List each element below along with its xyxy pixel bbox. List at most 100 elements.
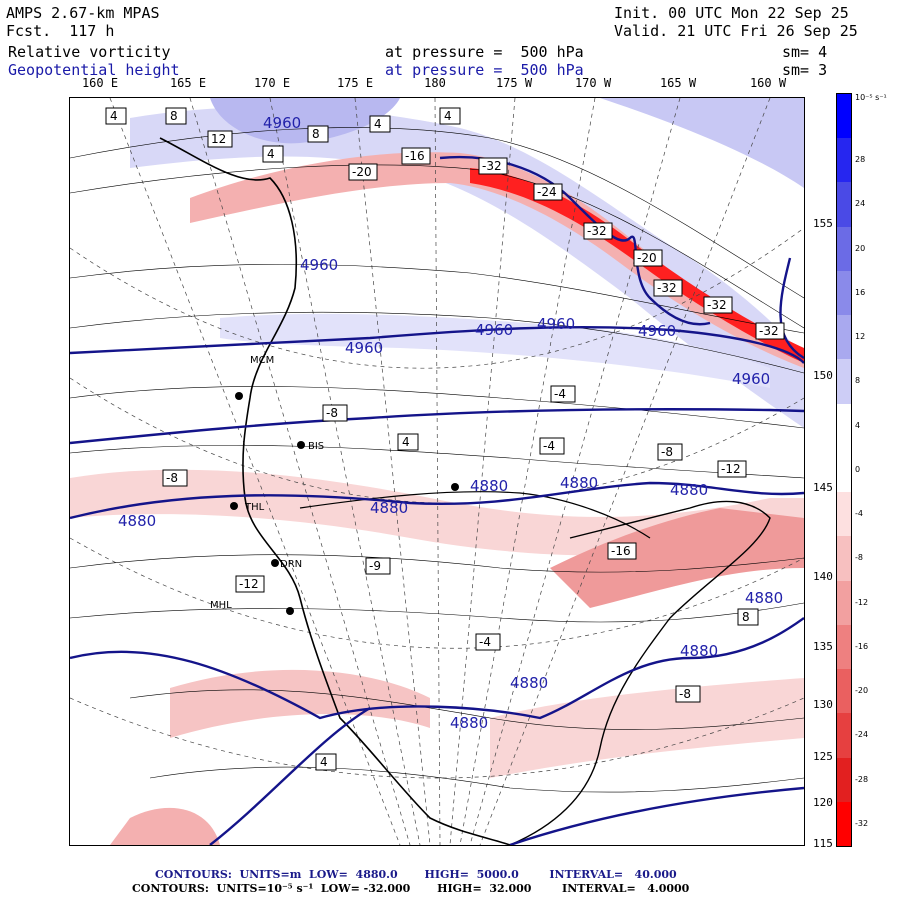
field2-smooth: sm= 3 xyxy=(782,61,828,79)
lon-label: 160 E xyxy=(81,76,119,90)
colorbar-tick: 24 xyxy=(855,199,866,209)
height-label: 4960 xyxy=(300,256,338,274)
station-markers xyxy=(230,392,459,615)
vort-label: -32 xyxy=(482,159,502,173)
lon-label: 170 W xyxy=(574,76,612,90)
colorbar-tick: 28 xyxy=(855,155,866,165)
vort-label: -32 xyxy=(657,281,677,295)
colorbar-segment xyxy=(837,801,851,846)
vort-label: 4 xyxy=(110,109,118,123)
vort-label: -8 xyxy=(326,406,338,420)
negative-vorticity-band xyxy=(70,469,804,556)
vort-label: -16 xyxy=(611,544,631,558)
height-label: 4880 xyxy=(745,589,783,607)
vort-label: 4 xyxy=(320,755,328,769)
vort-label: -8 xyxy=(679,687,691,701)
station-label: MHL xyxy=(210,600,232,611)
height-label: 4880 xyxy=(450,714,488,732)
vort-label: -20 xyxy=(352,165,372,179)
vort-label: 8 xyxy=(170,109,178,123)
height-contour-info: CONTOURS: UNITS=m LOW= 4880.0 HIGH= 5000… xyxy=(155,868,677,881)
lon-label: 165 W xyxy=(659,76,697,90)
station-label: DRN xyxy=(280,559,302,570)
colorbar-segment xyxy=(837,403,851,448)
vort-label: -32 xyxy=(587,224,607,238)
colorbar-unit: 10⁻⁵ s⁻¹ xyxy=(855,93,887,102)
lon-label: 170 E xyxy=(253,76,291,90)
colorbar-segment xyxy=(837,713,851,758)
vort-label: 4 xyxy=(402,435,410,449)
vort-label: -32 xyxy=(707,298,727,312)
field1-name: Relative vorticity xyxy=(8,43,171,61)
height-label: 4960 xyxy=(345,339,383,357)
field1-level: at pressure = 500 hPa xyxy=(385,43,584,61)
colorbar-segment xyxy=(837,359,851,404)
colorbar-segment xyxy=(837,315,851,360)
forecast-hour: Fcst. 117 h xyxy=(6,22,115,40)
vort-label: -8 xyxy=(661,445,673,459)
colorbar-segment xyxy=(837,536,851,581)
colorbar-tick: 8 xyxy=(855,376,861,386)
vort-label: -8 xyxy=(166,471,178,485)
colorbar-segment xyxy=(837,447,851,493)
colorbar-tick: -4 xyxy=(855,509,863,519)
vort-label: -4 xyxy=(543,439,555,453)
vorticity-contour-info: CONTOURS: UNITS=10⁻⁵ s⁻¹ LOW= -32.000 HI… xyxy=(132,882,690,895)
negative-vorticity-band xyxy=(490,678,804,778)
vort-label: 4 xyxy=(267,147,275,161)
vort-label: 8 xyxy=(312,127,320,141)
lon-label: 165 E xyxy=(169,76,207,90)
colorbar-segment xyxy=(837,580,851,625)
height-label: 4880 xyxy=(118,512,156,530)
ice-shelf-edge xyxy=(299,491,651,539)
colorbar-tick: -24 xyxy=(855,730,869,740)
height-label: 4880 xyxy=(680,642,718,660)
vort-label: -9 xyxy=(369,559,381,573)
negative-vorticity-core xyxy=(470,168,804,363)
negative-vorticity-band xyxy=(550,508,804,608)
vort-label: -20 xyxy=(637,251,657,265)
colorbar-tick: 0 xyxy=(855,464,861,474)
colorbar-tick: -16 xyxy=(855,641,869,651)
station-label: MCM xyxy=(250,355,274,366)
height-label: 4880 xyxy=(510,674,548,692)
height-label: 4960 xyxy=(475,321,513,339)
station-label: BIS xyxy=(308,441,324,452)
colorbar-tick: -20 xyxy=(855,686,869,696)
vort-label: 4 xyxy=(444,109,452,123)
colorbar-tick: 20 xyxy=(855,243,866,253)
height-label: 4880 xyxy=(670,481,708,499)
negative-vorticity-band xyxy=(170,669,430,738)
lon-label: 160 W xyxy=(749,76,787,90)
vorticity-labels: 4 8 12 4 8 4 4 -16 -20 -32 -24 -32 -20 -… xyxy=(105,107,785,771)
lon-label: 175 W xyxy=(495,76,533,90)
map-panel: BIS MCM DRN THL MHL 4960 4960 4960 4960 … xyxy=(69,97,805,846)
colorbar-segment xyxy=(837,270,851,316)
station-label: THL xyxy=(244,502,265,513)
height-label: 4880 xyxy=(370,499,408,517)
positive-vorticity-band xyxy=(220,313,770,388)
colorbar-tick: -12 xyxy=(855,597,869,607)
height-contours xyxy=(70,155,804,845)
vort-label: 12 xyxy=(211,132,226,146)
height-label: 4880 xyxy=(560,474,598,492)
field2-name: Geopotential height xyxy=(8,61,180,79)
colorbar-tick: 12 xyxy=(855,332,866,342)
height-label: 4880 xyxy=(470,477,508,495)
vort-label: 8 xyxy=(742,610,750,624)
negative-vorticity-band xyxy=(110,807,220,845)
height-labels: 4960 4960 4960 4960 4960 4960 4960 4880 … xyxy=(118,114,783,732)
colorbar-tick: -8 xyxy=(855,553,863,563)
vort-label: -4 xyxy=(554,387,566,401)
model-title: AMPS 2.67-km MPAS xyxy=(6,4,160,22)
coastline xyxy=(159,137,511,845)
vort-label: -16 xyxy=(405,149,425,163)
colorbar-segment xyxy=(837,138,851,183)
vort-label: -12 xyxy=(239,577,259,591)
colorbar-tick: 16 xyxy=(855,287,866,297)
height-label: 4960 xyxy=(263,114,301,132)
colorbar-segment xyxy=(837,757,851,802)
colorbar-tick: -32 xyxy=(855,818,869,828)
colorbar-segment xyxy=(837,669,851,714)
height-label: 4960 xyxy=(638,322,676,340)
